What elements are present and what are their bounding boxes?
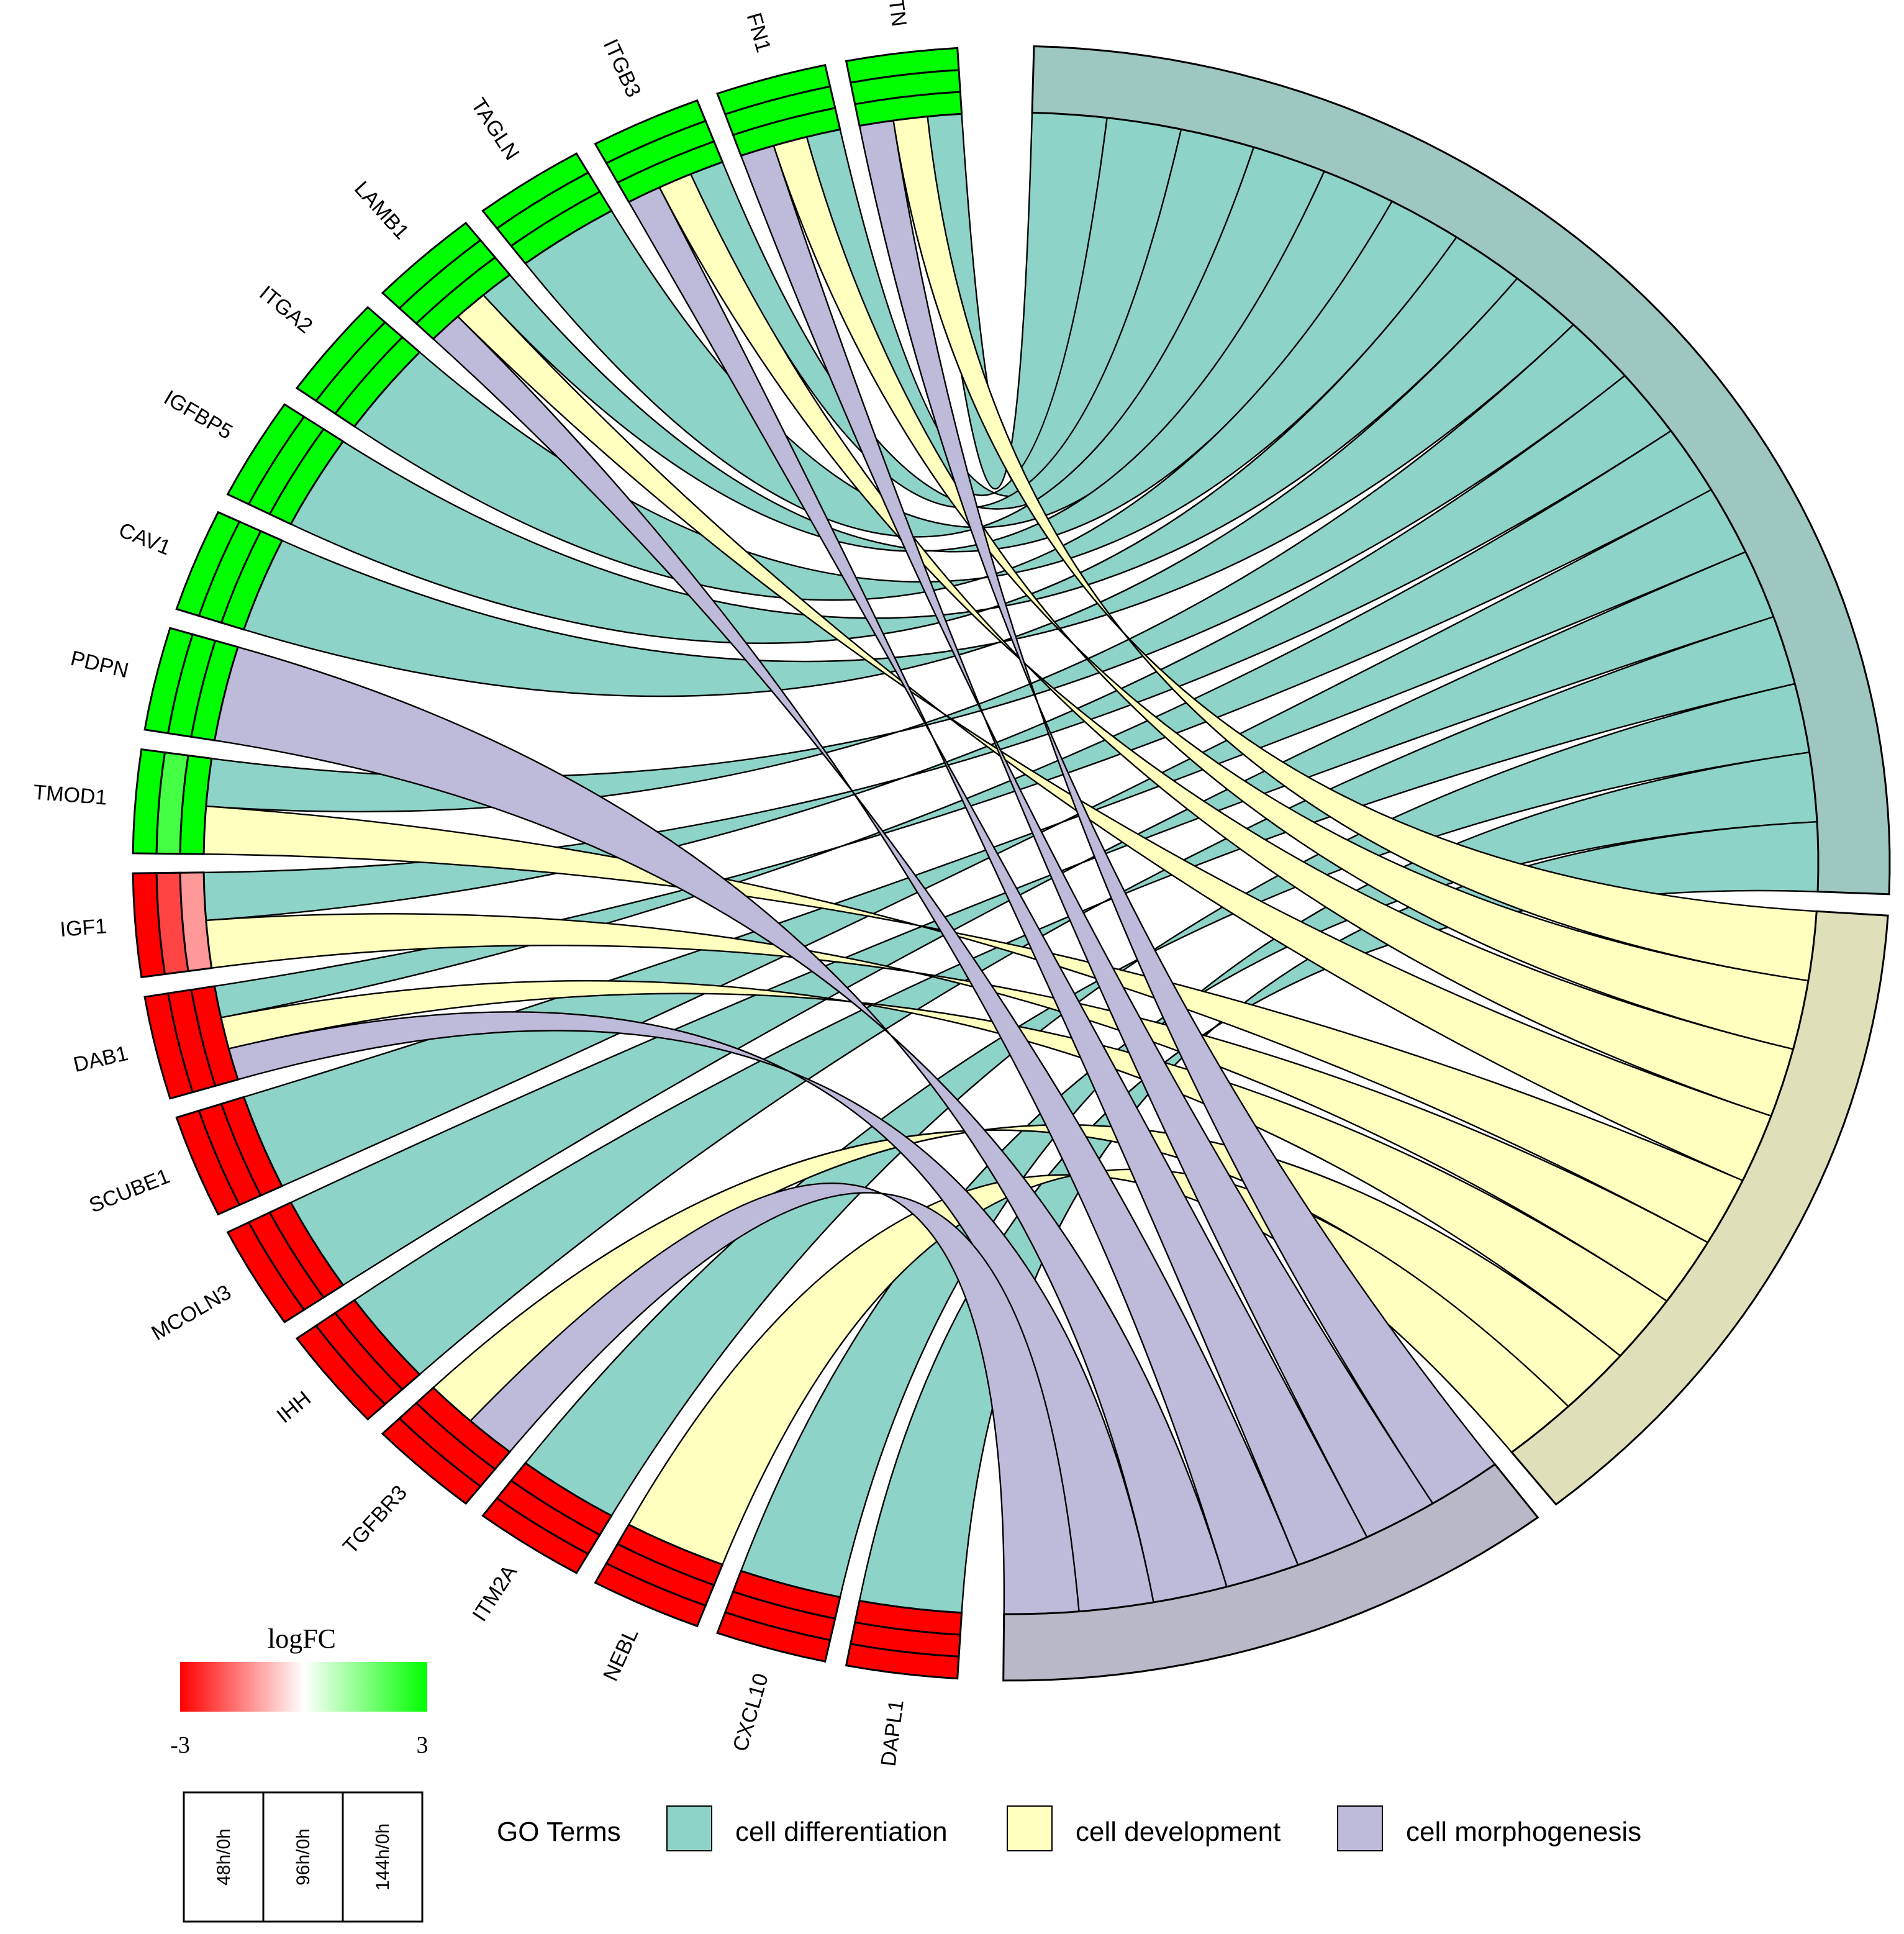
- gene-label-itga2: ITGA2: [255, 281, 317, 338]
- ring-label-96h: 96h/0h: [293, 1828, 314, 1886]
- logfc-max-label: 3: [417, 1732, 428, 1758]
- gene-ring-fn1-2: [732, 107, 841, 157]
- ring-label-48h: 48h/0h: [214, 1828, 234, 1886]
- gene-label-dapl1: DAPL1: [877, 1699, 909, 1768]
- gene-label-nebl: NEBL: [599, 1625, 643, 1685]
- logfc-legend-title: logFC: [268, 1623, 336, 1654]
- gene-label-itgb3: ITGB3: [599, 35, 645, 101]
- gene-ring-igf1-2: [179, 871, 213, 973]
- gene-ring-nebl-2: [616, 1523, 724, 1587]
- gene-label-ihh: IHH: [273, 1387, 315, 1428]
- gene-label-itm2a: ITM2A: [468, 1561, 522, 1626]
- gene-ring-tagln-2: [509, 190, 613, 265]
- gene-ring-igfbp5-2: [268, 427, 345, 525]
- gene-label-tgfbr3: TGFBR3: [338, 1481, 412, 1558]
- gene-label-igfbp5: IGFBP5: [160, 386, 236, 444]
- gene-label-cxcl10: CXCL10: [728, 1671, 773, 1754]
- gene-ring-postn-2: [854, 91, 963, 127]
- gene-ring-itga2-2: [333, 335, 421, 428]
- gene-label-tagln: TAGLN: [466, 94, 524, 165]
- gene-ring-scube1-2: [220, 1096, 284, 1197]
- gene-label-fn1: FN1: [742, 10, 776, 55]
- term-arc-layer: [1002, 45, 1891, 1682]
- gene-ring-dapl1-2: [854, 1599, 963, 1636]
- gene-label-igf1: IGF1: [59, 914, 107, 942]
- logfc-legend: logFC -3 3: [170, 1623, 428, 1758]
- ring-order-legend: 48h/0h 96h/0h 144h/0h: [183, 1791, 424, 1923]
- ring-label-144h: 144h/0h: [373, 1823, 393, 1891]
- gene-ring-ihh-2: [333, 1299, 421, 1391]
- gene-label-dab1: DAB1: [71, 1042, 130, 1077]
- legend-label-cell-differentiation: cell differentiation: [735, 1817, 948, 1847]
- gene-ring-itm2a-2: [509, 1461, 613, 1537]
- gene-label-lamb1: LAMB1: [350, 177, 414, 244]
- gene-ring-dab1-2: [190, 985, 239, 1087]
- ring-legend-box: [183, 1791, 424, 1923]
- gene-label-scube1: SCUBE1: [86, 1164, 173, 1218]
- legend-label-cell-development: cell development: [1076, 1817, 1281, 1847]
- gene-ring-lamb1-2: [415, 256, 512, 340]
- logfc-min-label: -3: [170, 1732, 190, 1758]
- go-terms-legend-title: GO Terms: [497, 1817, 621, 1847]
- legend-swatch-cell-development: [1007, 1805, 1053, 1851]
- gene-label-tmod1: TMOD1: [32, 781, 108, 810]
- gene-label-mcoln3: MCOLN3: [148, 1280, 235, 1345]
- gene-ring-mcoln3-2: [268, 1201, 345, 1299]
- term-arc-cell-morphogenesis: [1002, 1463, 1539, 1682]
- chord-layer: [202, 112, 1820, 1615]
- term-arc-cell-differentiation: [1031, 45, 1891, 896]
- gene-ring-cxcl10-2: [732, 1569, 841, 1620]
- legend-label-cell-morphogenesis: cell morphogenesis: [1406, 1817, 1641, 1847]
- gene-label-postn: POSTN: [878, 0, 910, 28]
- gene-ring-pdpn-2: [190, 639, 239, 742]
- go-terms-legend: GO Terms cell differentiation cell devel…: [497, 1805, 1641, 1851]
- gene-ring-tmod1-2: [179, 754, 213, 855]
- legend-swatch-cell-morphogenesis: [1337, 1805, 1383, 1851]
- term-arc-cell-development: [1510, 910, 1889, 1506]
- gene-ring-layer: [132, 47, 963, 1680]
- gene-label-cav1: CAV1: [116, 518, 174, 560]
- gene-ring-tgfbr3-2: [415, 1386, 512, 1471]
- legend-swatch-cell-differentiation: [666, 1805, 712, 1851]
- logfc-colorbar: [180, 1662, 427, 1712]
- gene-label-pdpn: PDPN: [68, 647, 131, 683]
- gene-ring-itgb3-2: [616, 140, 724, 204]
- gene-ring-cav1-2: [220, 530, 284, 631]
